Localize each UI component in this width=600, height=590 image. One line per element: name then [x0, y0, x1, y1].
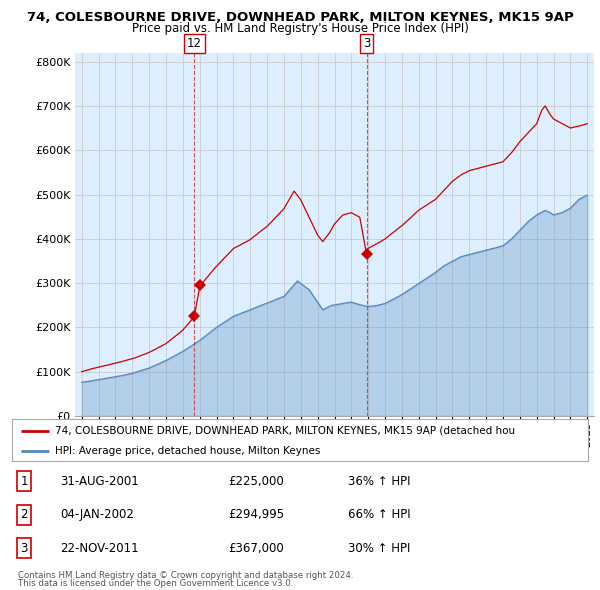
Text: 3: 3: [20, 542, 28, 555]
Text: 66% ↑ HPI: 66% ↑ HPI: [348, 508, 410, 522]
Text: 74, COLESBOURNE DRIVE, DOWNHEAD PARK, MILTON KEYNES, MK15 9AP: 74, COLESBOURNE DRIVE, DOWNHEAD PARK, MI…: [26, 11, 574, 24]
Text: 74, COLESBOURNE DRIVE, DOWNHEAD PARK, MILTON KEYNES, MK15 9AP (detached hou: 74, COLESBOURNE DRIVE, DOWNHEAD PARK, MI…: [55, 426, 515, 436]
Text: 36% ↑ HPI: 36% ↑ HPI: [348, 474, 410, 488]
Text: HPI: Average price, detached house, Milton Keynes: HPI: Average price, detached house, Milt…: [55, 446, 320, 455]
Text: £225,000: £225,000: [228, 474, 284, 488]
Text: 31-AUG-2001: 31-AUG-2001: [60, 474, 139, 488]
Text: 1: 1: [20, 474, 28, 488]
Text: Contains HM Land Registry data © Crown copyright and database right 2024.: Contains HM Land Registry data © Crown c…: [18, 571, 353, 580]
Text: 3: 3: [363, 37, 370, 50]
Text: Price paid vs. HM Land Registry's House Price Index (HPI): Price paid vs. HM Land Registry's House …: [131, 22, 469, 35]
Text: 12: 12: [187, 37, 202, 50]
Text: 30% ↑ HPI: 30% ↑ HPI: [348, 542, 410, 555]
Text: 22-NOV-2011: 22-NOV-2011: [60, 542, 139, 555]
Text: £367,000: £367,000: [228, 542, 284, 555]
Text: This data is licensed under the Open Government Licence v3.0.: This data is licensed under the Open Gov…: [18, 579, 293, 588]
Text: £294,995: £294,995: [228, 508, 284, 522]
Text: 04-JAN-2002: 04-JAN-2002: [60, 508, 134, 522]
Text: 2: 2: [20, 508, 28, 522]
